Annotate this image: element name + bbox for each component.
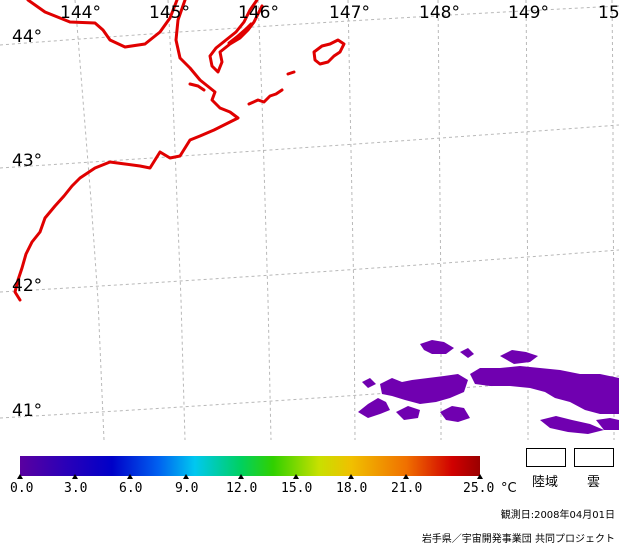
longitude-label-150: 15	[598, 3, 619, 23]
parallel-44	[0, 5, 619, 46]
observation-date: 観測日:2008年04月01日	[500, 510, 615, 521]
sst-patch-east	[470, 366, 619, 414]
meridian-150	[611, 0, 615, 440]
coastline	[13, 0, 346, 302]
sst-patch-southwest	[358, 398, 390, 418]
hokkaido-east-coast-shoreline	[13, 0, 240, 302]
sst-patch-far-east	[596, 418, 619, 430]
latitude-label-42: 42°	[12, 276, 43, 296]
latitude-label-44: 44°	[12, 27, 43, 47]
colorbar-tick-21	[403, 474, 409, 479]
cloud-legend-label: 雲	[587, 475, 601, 490]
sst-patch-southeast	[540, 416, 604, 434]
parallel-41	[0, 375, 619, 419]
land-legend-swatch	[526, 448, 566, 467]
longitude-label-148: 148°	[419, 3, 460, 23]
hokkaido-north-coast-shoreline	[26, 0, 179, 49]
sst-patch-south-2	[440, 406, 470, 422]
temperature-unit-label: °C	[501, 481, 517, 496]
sea-surface-temperature-map	[0, 0, 619, 440]
colorbar-tick-label-12: 12.0	[226, 481, 258, 496]
small-islet-shoreline	[286, 70, 296, 76]
sst-patch-north-3	[460, 348, 474, 358]
nemuro-cape-shoreline	[188, 82, 206, 92]
longitude-label-146: 146°	[238, 3, 279, 23]
sst-patch-mid	[380, 374, 468, 404]
sst-patch-east-tail	[600, 384, 619, 404]
project-credit: 岩手県／宇宙開発事業団 共同プロジェクト	[421, 534, 615, 545]
colorbar-tick-label-15: 15.0	[281, 481, 313, 496]
meridian-144	[74, 0, 105, 440]
kunashiri-island-shoreline	[227, 22, 253, 45]
colorbar-tick-label-18: 18.0	[336, 481, 368, 496]
sst-patch-north-2	[500, 350, 538, 364]
parallel-43	[0, 124, 619, 169]
meridian-146	[257, 0, 272, 440]
colorbar-tick-25	[477, 474, 483, 479]
latitude-label-41: 41°	[12, 401, 43, 421]
colorbar-tick-6	[127, 474, 133, 479]
sst-patch-south-1	[396, 406, 420, 420]
shiretoko-peninsula-shoreline	[208, 0, 264, 74]
colorbar-tick-15	[293, 474, 299, 479]
meridian-147	[347, 0, 356, 440]
habomai-islands-shoreline	[247, 88, 284, 106]
sst-patches	[358, 340, 619, 434]
longitude-label-147: 147°	[329, 3, 370, 23]
colorbar-tick-12	[238, 474, 244, 479]
colorbar-tick-18	[348, 474, 354, 479]
colorbar-tick-9	[183, 474, 189, 479]
colorbar-tick-label-0: 0.0	[10, 481, 34, 496]
latitude-label-43: 43°	[12, 151, 43, 171]
meridian-149	[525, 0, 529, 440]
temperature-colorbar	[20, 456, 480, 476]
colorbar-tick-label-9: 9.0	[175, 481, 199, 496]
sst-patch-north-1	[420, 340, 454, 354]
colorbar-tick-label-21: 21.0	[391, 481, 423, 496]
meridian-145	[167, 0, 186, 440]
parallel-42	[0, 249, 619, 293]
land-legend-label: 陸域	[532, 475, 559, 490]
longitude-label-145: 145°	[149, 3, 190, 23]
longitude-label-144: 144°	[60, 3, 101, 23]
cloud-legend-swatch	[574, 448, 614, 467]
colorbar-tick-label-25: 25.0	[463, 481, 495, 496]
colorbar-tick-0	[17, 474, 23, 479]
longitude-label-149: 149°	[508, 3, 549, 23]
colorbar-tick-3	[72, 474, 78, 479]
colorbar-tick-label-3: 3.0	[64, 481, 88, 496]
shikotan-island-shoreline	[312, 38, 346, 66]
colorbar-tick-label-6: 6.0	[119, 481, 143, 496]
meridian-148	[437, 0, 442, 440]
sst-patch-west-speck	[362, 378, 376, 388]
graticule	[0, 0, 619, 440]
